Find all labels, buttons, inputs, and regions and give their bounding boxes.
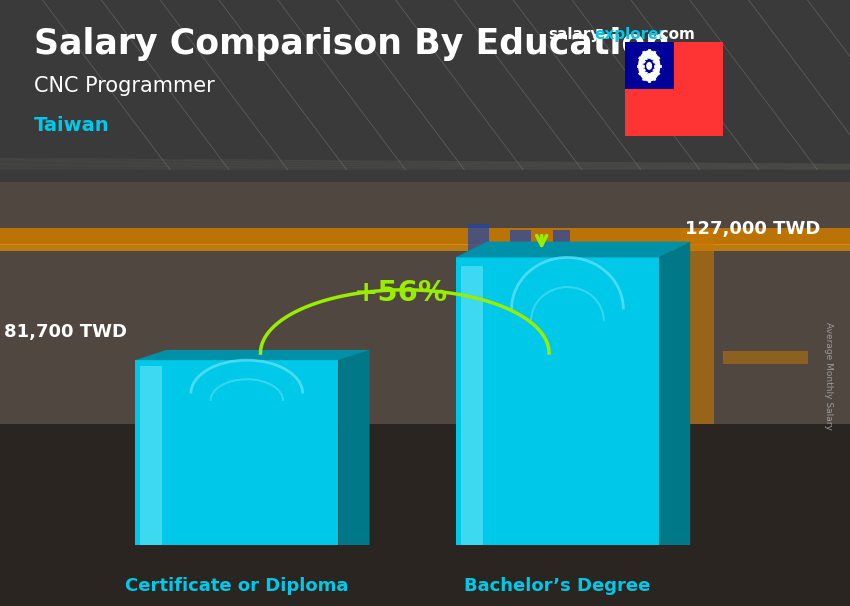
- Bar: [461, 266, 483, 545]
- Bar: [0, 244, 850, 251]
- Bar: [680, 230, 714, 424]
- Polygon shape: [653, 55, 657, 61]
- Bar: [0, 182, 850, 424]
- Bar: [468, 224, 489, 454]
- Text: CNC Programmer: CNC Programmer: [34, 76, 215, 96]
- Bar: [625, 42, 673, 89]
- Polygon shape: [649, 51, 652, 58]
- Bar: [135, 360, 338, 545]
- Text: Average Monthly Salary: Average Monthly Salary: [824, 322, 833, 430]
- Polygon shape: [639, 62, 644, 65]
- Text: 81,700 TWD: 81,700 TWD: [4, 323, 127, 341]
- Text: Certificate or Diploma: Certificate or Diploma: [125, 577, 348, 595]
- Polygon shape: [456, 242, 690, 258]
- Polygon shape: [135, 350, 370, 360]
- Bar: [0, 424, 850, 606]
- Polygon shape: [338, 350, 370, 545]
- Polygon shape: [649, 73, 652, 81]
- Text: 127,000 TWD: 127,000 TWD: [685, 220, 820, 238]
- Text: .com: .com: [654, 27, 695, 42]
- Text: salary: salary: [548, 27, 601, 42]
- Polygon shape: [654, 62, 660, 65]
- Text: Taiwan: Taiwan: [34, 116, 110, 135]
- Circle shape: [647, 62, 651, 69]
- Polygon shape: [646, 51, 649, 58]
- Bar: [552, 230, 570, 436]
- Bar: [456, 258, 659, 545]
- Bar: [722, 351, 808, 364]
- Bar: [0, 0, 850, 182]
- Polygon shape: [646, 73, 649, 81]
- Text: +56%: +56%: [354, 279, 448, 307]
- Polygon shape: [654, 67, 660, 70]
- Polygon shape: [639, 67, 644, 70]
- Bar: [510, 230, 531, 473]
- Polygon shape: [642, 71, 646, 77]
- Polygon shape: [653, 71, 657, 77]
- Text: explorer: explorer: [594, 27, 666, 42]
- Bar: [0, 228, 850, 245]
- Text: Salary Comparison By Education: Salary Comparison By Education: [34, 27, 670, 61]
- Bar: [140, 365, 162, 545]
- Circle shape: [643, 58, 655, 75]
- Bar: [595, 242, 608, 424]
- Polygon shape: [659, 242, 690, 545]
- Circle shape: [638, 51, 660, 81]
- Polygon shape: [642, 55, 646, 61]
- Text: Bachelor’s Degree: Bachelor’s Degree: [464, 577, 650, 595]
